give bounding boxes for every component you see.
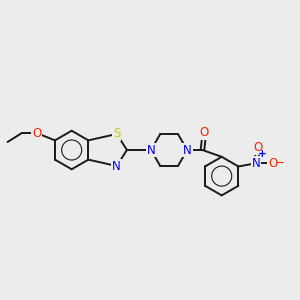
Text: N: N [252, 157, 260, 170]
Text: −: − [275, 156, 285, 169]
Text: S: S [113, 128, 120, 140]
Text: N: N [147, 143, 155, 157]
Text: O: O [32, 127, 41, 140]
Text: +: + [258, 149, 266, 159]
Text: N: N [112, 160, 121, 172]
Text: O: O [200, 126, 209, 139]
Text: N: N [183, 143, 192, 157]
Text: O: O [268, 157, 278, 170]
Text: O: O [254, 142, 263, 154]
